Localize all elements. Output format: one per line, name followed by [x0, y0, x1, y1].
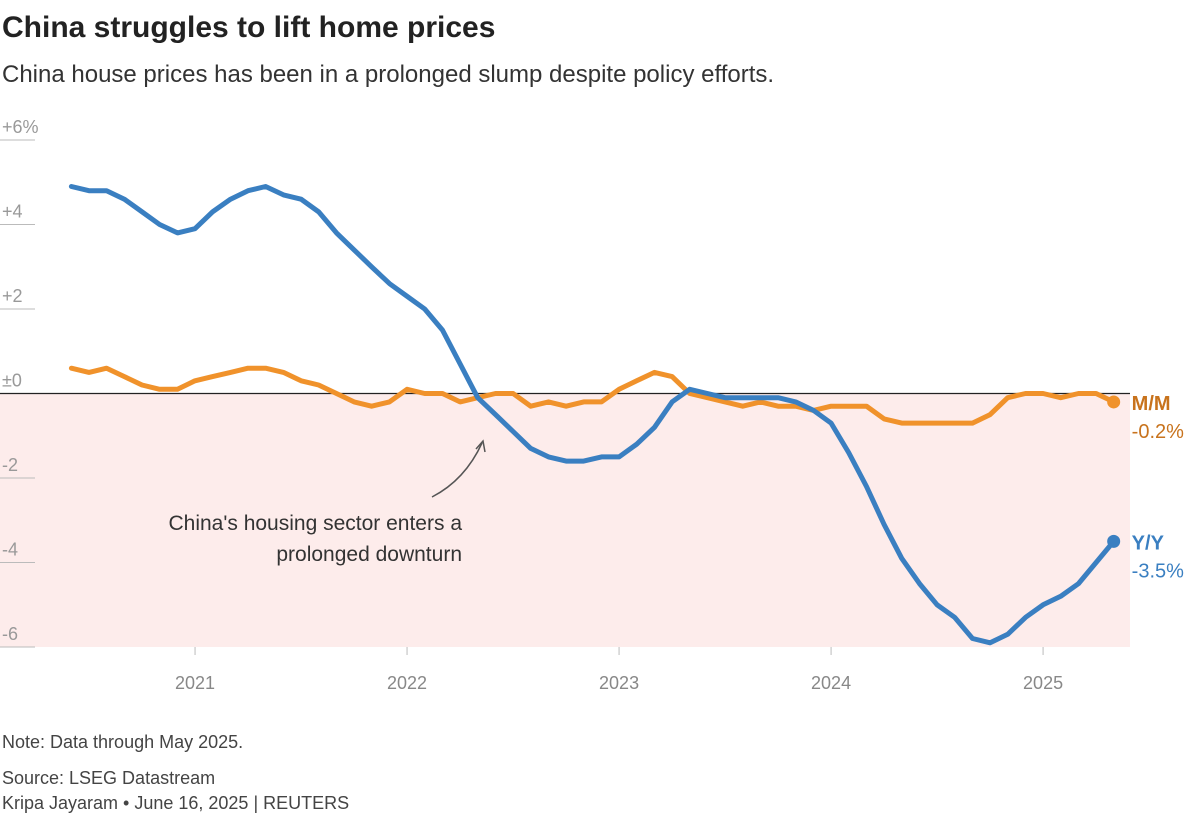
y-tick-label: +2 [2, 286, 23, 306]
x-tick-label: 2022 [387, 673, 427, 693]
source: Source: LSEG Datastream [2, 768, 215, 788]
legend-label: M/M [1132, 393, 1171, 415]
annotation-arrow [431, 442, 483, 498]
end-dot [1107, 395, 1121, 409]
note: Note: Data through May 2025. [2, 732, 243, 752]
y-tick-label: -2 [2, 455, 18, 475]
annotation: China's housing sector enters a prolonged… [168, 512, 462, 566]
end-value-label: -3.5% [1132, 560, 1184, 582]
series-line [68, 184, 1117, 646]
chart-subtitle: China house prices has been in a prolong… [2, 61, 774, 88]
x-tick-label: 2021 [175, 673, 215, 693]
x-tick-label: 2025 [1023, 673, 1063, 693]
plot-background [0, 393, 1130, 647]
lines [68, 184, 1117, 646]
grid [0, 139, 1130, 655]
y-tick-label: ±0 [2, 371, 22, 391]
byline: Kripa Jayaram • June 16, 2025 | REUTERS [2, 793, 349, 813]
y-tick-label: +6% [2, 117, 39, 137]
end-dot [1107, 534, 1121, 548]
legend-label: Y/Y [1132, 532, 1165, 554]
negative-shading [0, 393, 1130, 647]
arrow-head [475, 439, 486, 453]
end-value-label: -0.2% [1132, 421, 1184, 443]
x-tick-label: 2024 [811, 673, 851, 693]
y-tick-label: -6 [2, 624, 18, 644]
y-tick-label: -4 [2, 540, 18, 560]
y-tick-label: +4 [2, 202, 23, 222]
series-line [68, 365, 1117, 426]
chart-title: China struggles to lift home prices [2, 11, 495, 44]
x-tick-label: 2023 [599, 673, 639, 693]
